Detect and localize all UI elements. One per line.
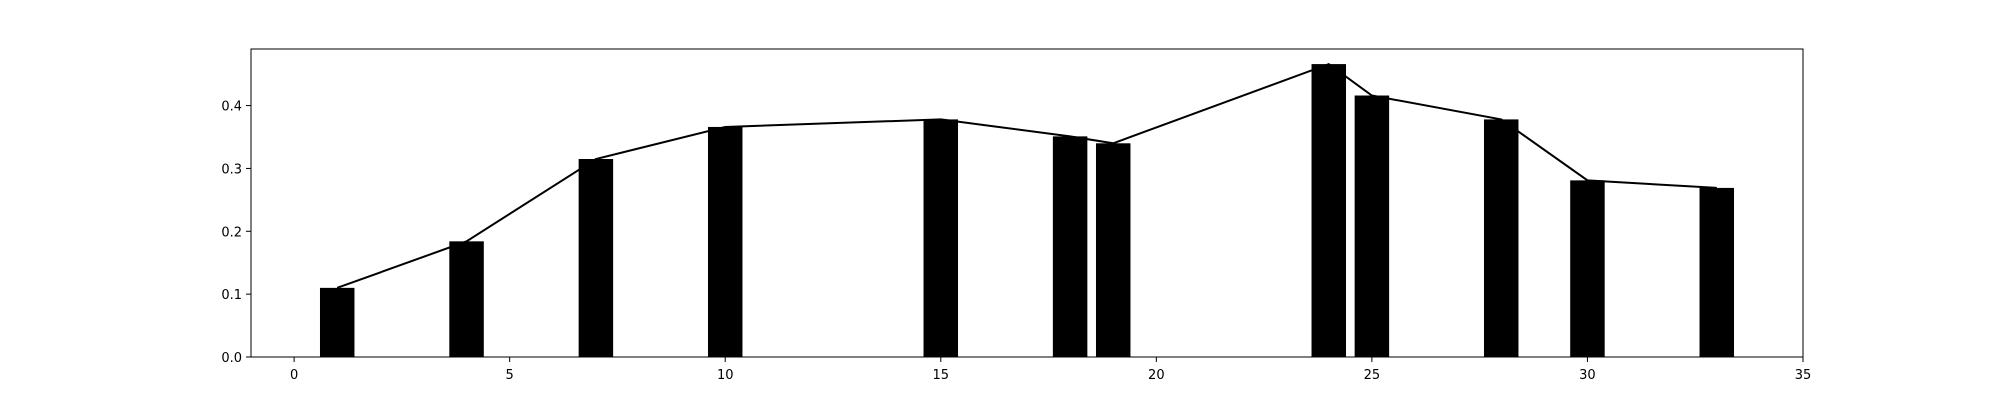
line-series [336,62,1717,289]
bar [923,119,959,358]
bar [1699,187,1735,357]
axes-frame [250,48,1804,358]
x-tick-label: 35 [1795,368,1812,383]
bar [1354,95,1390,357]
x-tick-label: 5 [506,368,514,383]
x-tick-label: 10 [717,368,734,383]
bar [1052,136,1088,357]
y-tick-label: 0.0 [221,351,242,366]
y-tick-label: 0.3 [221,162,242,177]
x-tick-label: 0 [290,368,298,383]
x-tick-label: 20 [1148,368,1165,383]
y-tick-label: 0.2 [221,225,242,240]
x-axis: 0 5 10 15 20 25 30 35 [290,357,1811,383]
bar [1570,180,1605,357]
bar [319,287,355,357]
bar [707,126,743,357]
series-line [336,62,1717,289]
y-tick-label: 0.1 [221,288,242,303]
x-tick-label: 30 [1579,368,1596,383]
bar [578,159,614,357]
bar [449,241,484,357]
y-tick-label: 0.4 [221,100,242,115]
bar-series [319,64,1735,358]
bar [1311,64,1347,357]
y-axis: 0.0 0.1 0.2 0.3 0.4 [221,100,251,366]
x-tick-label: 15 [933,368,950,383]
bar [1095,143,1131,357]
bar [1483,119,1519,358]
x-tick-label: 25 [1364,368,1381,383]
